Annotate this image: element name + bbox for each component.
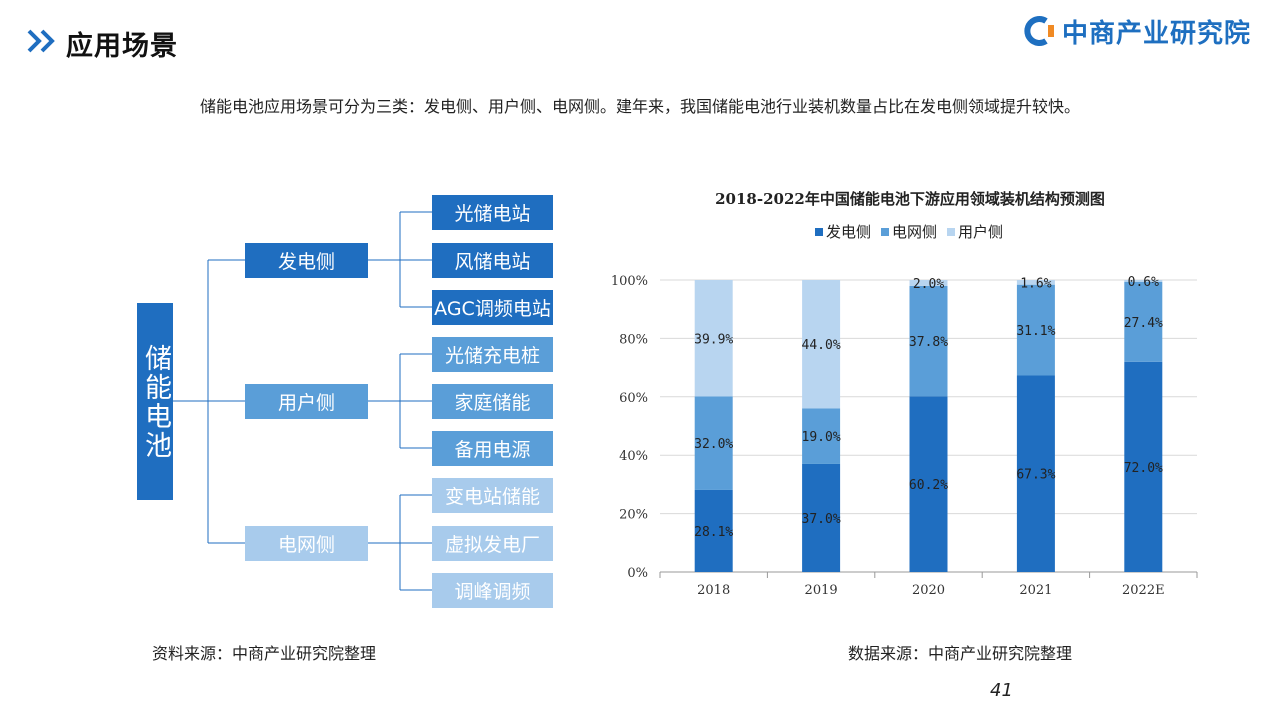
data-label: 1.6% — [1020, 276, 1051, 291]
y-tick-label: 60% — [619, 391, 648, 406]
y-tick-label: 20% — [619, 508, 648, 523]
data-label: 32.0% — [694, 437, 733, 452]
legend-label: 电网侧 — [892, 223, 938, 241]
legend-item-generation: 发电侧 — [815, 221, 871, 242]
x-tick-label: 2022E — [1122, 583, 1165, 598]
tree-leaf: 风储电站 — [432, 243, 553, 278]
tree-connectors — [173, 211, 432, 591]
data-label: 0.6% — [1128, 275, 1159, 290]
legend-label: 发电侧 — [826, 223, 872, 241]
bar-segment — [909, 280, 948, 286]
tree-leaf: 调峰调频 — [432, 573, 553, 608]
legend-swatch — [947, 227, 956, 236]
bar-segment — [802, 408, 841, 464]
tree-branch-generation: 发电侧 — [245, 243, 368, 278]
data-label: 19.0% — [802, 430, 841, 445]
tree-root-box: 储能电池 — [137, 303, 173, 500]
data-label: 60.2% — [909, 478, 948, 493]
data-label: 37.8% — [909, 335, 948, 350]
bar-segment — [909, 396, 948, 572]
tree-branch-grid: 电网侧 — [245, 526, 368, 561]
bar-segment — [802, 280, 841, 409]
bar-segment — [802, 463, 841, 572]
tree-leaf: 家庭储能 — [432, 384, 553, 419]
stacked-bar-chart: 0% 20% 40% 60% 80% 100% 28.1% 32.0% 39.9% 2018 37.… — [611, 274, 1198, 598]
tree-branch-user: 用户侧 — [245, 384, 368, 419]
legend-label: 用户侧 — [958, 223, 1004, 241]
data-label: 28.1% — [694, 525, 733, 540]
y-tick-label: 40% — [619, 449, 648, 464]
bar-segment — [1016, 375, 1055, 572]
legend-item-user: 用户侧 — [947, 221, 1003, 242]
bar-segment — [1124, 361, 1163, 572]
data-label: 37.0% — [802, 512, 841, 527]
y-tick-label: 0% — [627, 566, 648, 581]
x-tick-label: 2019 — [805, 583, 838, 598]
tree-leaf: 光储充电桩 — [432, 337, 553, 372]
right-source-note: 数据来源：中商产业研究院整理 — [848, 644, 1073, 663]
y-tick-label: 100% — [611, 274, 648, 289]
data-label: 2.0% — [913, 277, 944, 292]
tree-leaf: 光储电站 — [432, 195, 553, 230]
logo-text: 中商产业研究院 — [1062, 18, 1252, 49]
bar-segment — [694, 280, 733, 397]
bar-segment — [1016, 284, 1055, 376]
double-chevron-icon — [27, 29, 55, 53]
tree-leaf: 备用电源 — [432, 431, 553, 466]
intro-text: 储能电池应用场景可分为三类：发电侧、用户侧、电网侧。建年来，我国储能电池行业装机… — [199, 97, 1080, 116]
y-tick-label: 80% — [619, 332, 648, 347]
data-label: 31.1% — [1016, 324, 1055, 339]
page-title: 应用场景 — [66, 31, 178, 62]
bar-segment — [1124, 280, 1163, 282]
data-label: 39.9% — [694, 332, 733, 347]
bar-segment — [909, 285, 948, 397]
legend-swatch — [815, 227, 823, 236]
x-tick-label: 2020 — [912, 583, 945, 598]
x-tick-label: 2018 — [697, 583, 730, 598]
chart-title: 2018-2022年中国储能电池下游应用领域装机结构预测图 — [715, 190, 1105, 208]
chart-legend: 发电侧 电网侧 用户侧 — [815, 221, 1003, 242]
tree-leaf: 虚拟发电厂 — [432, 526, 553, 561]
data-label: 72.0% — [1124, 461, 1163, 476]
logo: 中商产业研究院 — [1024, 14, 1252, 49]
legend-item-grid: 电网侧 — [881, 221, 937, 242]
x-tick-label: 2021 — [1019, 583, 1052, 598]
data-label: 44.0% — [802, 338, 841, 353]
page-number: 41 — [990, 680, 1013, 701]
bar-segment — [694, 396, 733, 490]
tree-root-label: 储能电池 — [140, 343, 171, 460]
bar-segment — [1124, 281, 1163, 362]
bar-segment — [694, 489, 733, 572]
legend-swatch — [881, 227, 890, 236]
data-label: 67.3% — [1016, 468, 1055, 483]
logo-icon — [1024, 16, 1054, 46]
tree-leaf: 变电站储能 — [432, 478, 553, 513]
tree-leaf: AGC调频电站 — [432, 290, 553, 325]
data-label: 27.4% — [1124, 316, 1163, 331]
left-source-note: 资料来源：中商产业研究院整理 — [152, 644, 377, 663]
bar-segment — [1016, 280, 1055, 285]
